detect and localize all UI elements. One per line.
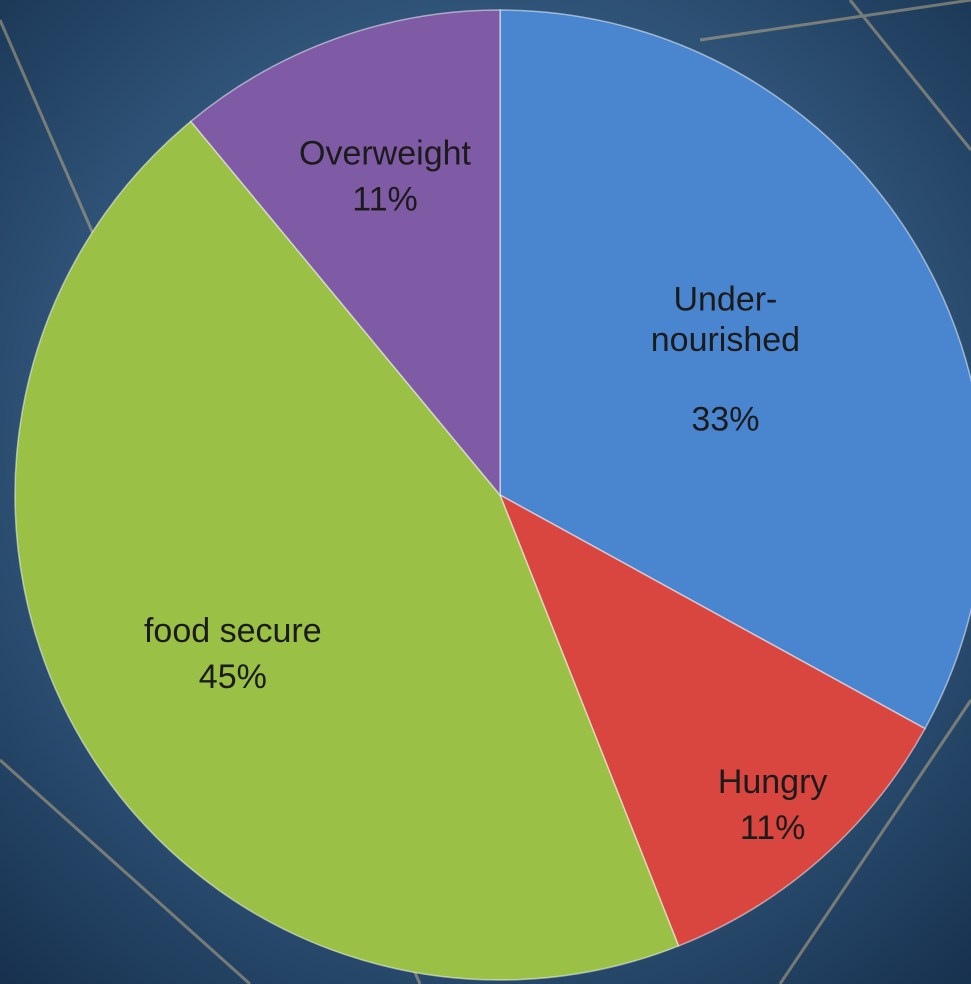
chart: Under-nourished33%Hungry11%food secure45… xyxy=(0,0,971,984)
value-label: 45% xyxy=(199,658,267,696)
slice-label: food secure xyxy=(144,612,322,650)
value-label: 33% xyxy=(691,401,759,439)
slice-label: Overweight xyxy=(299,135,472,173)
value-label: 11% xyxy=(740,809,806,847)
value-label: 11% xyxy=(352,181,418,219)
slice-label: Hungry xyxy=(718,763,828,801)
